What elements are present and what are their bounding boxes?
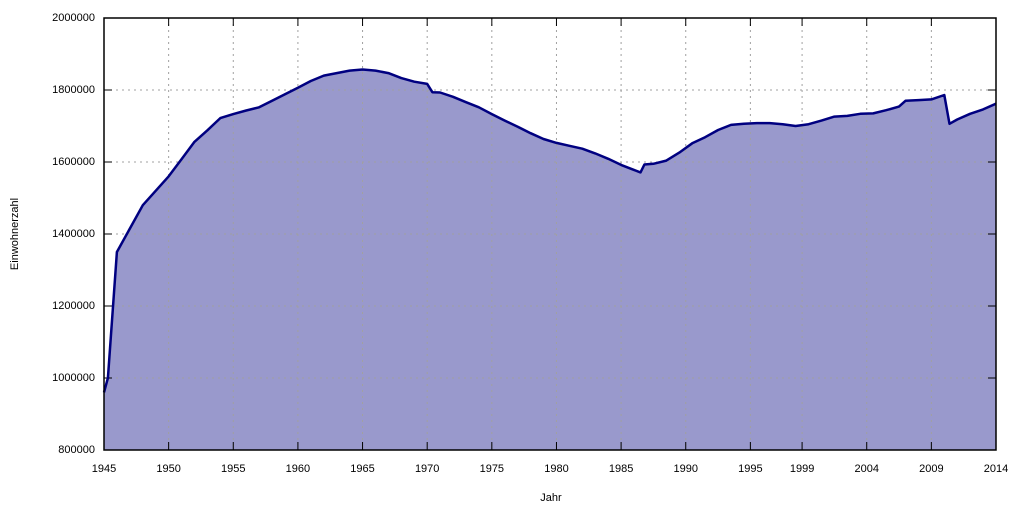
x-tick-label: 1975: [480, 463, 504, 475]
x-tick-label: 2014: [984, 463, 1008, 475]
y-tick-label: 800000: [58, 444, 95, 456]
y-tick-label: 1000000: [52, 372, 95, 384]
y-axis-label: Einwohnerzahl: [9, 198, 21, 270]
x-tick-label: 1950: [156, 463, 180, 475]
area: [104, 69, 996, 450]
x-tick-label: 1960: [286, 463, 310, 475]
x-tick-label: 1995: [738, 463, 762, 475]
plot-frame: [103, 17, 997, 451]
line: [102, 68, 997, 393]
x-tick-label: 1945: [92, 463, 116, 475]
x-tick-label: 1999: [790, 463, 814, 475]
x-tick-label: 1970: [415, 463, 439, 475]
x-tick-label: 1965: [350, 463, 374, 475]
y-tick-label: 1600000: [52, 156, 95, 168]
x-tick-label: 1985: [609, 463, 633, 475]
x-tick-label: 1990: [673, 463, 697, 475]
y-tick-label: 1800000: [52, 84, 95, 96]
y-tick-label: 1200000: [52, 300, 95, 312]
y-tick-label: 2000000: [52, 12, 95, 24]
x-tick-label: 2004: [854, 463, 878, 475]
x-axis-label: Jahr: [540, 492, 562, 504]
x-tick-label: 1980: [544, 463, 568, 475]
y-tick-label: 1400000: [52, 228, 95, 240]
x-tick-label: 2009: [919, 463, 943, 475]
x-tick-label: 1955: [221, 463, 245, 475]
